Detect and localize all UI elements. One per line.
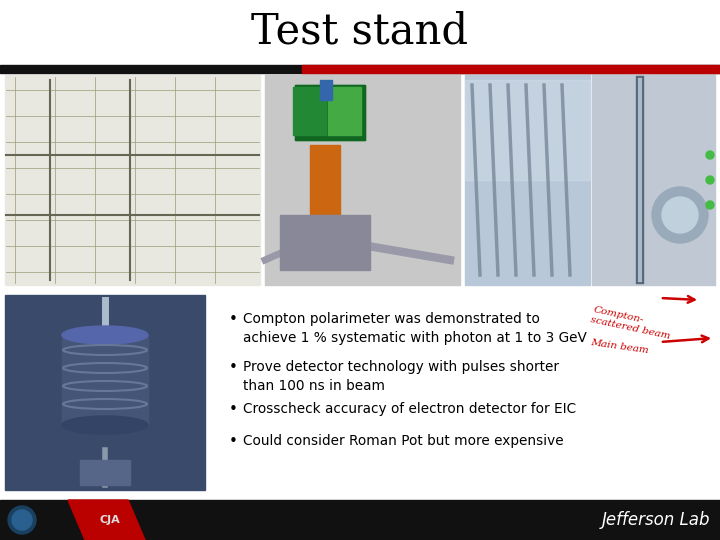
Bar xyxy=(62,335,148,425)
Text: •: • xyxy=(228,402,238,417)
Circle shape xyxy=(12,510,32,530)
Text: Could consider Roman Pot but more expensive: Could consider Roman Pot but more expens… xyxy=(243,434,564,448)
Text: Test stand: Test stand xyxy=(251,11,469,53)
Ellipse shape xyxy=(62,326,148,344)
Text: •: • xyxy=(228,360,238,375)
Bar xyxy=(280,215,370,270)
Bar xyxy=(328,87,361,135)
Text: Prove detector technology with pulses shorter
than 100 ns in beam: Prove detector technology with pulses sh… xyxy=(243,360,559,393)
Bar xyxy=(0,500,720,540)
Text: Jefferson Lab: Jefferson Lab xyxy=(601,511,710,529)
Bar xyxy=(310,145,340,225)
Circle shape xyxy=(652,187,708,243)
Bar xyxy=(295,85,365,140)
Circle shape xyxy=(8,506,36,534)
Text: •: • xyxy=(228,434,238,449)
Bar xyxy=(265,75,460,285)
Text: Main beam: Main beam xyxy=(590,338,649,355)
Text: Crosscheck accuracy of electron detector for EIC: Crosscheck accuracy of electron detector… xyxy=(243,402,576,416)
Bar xyxy=(295,85,365,140)
Circle shape xyxy=(706,176,714,184)
Bar xyxy=(465,80,590,180)
Text: •: • xyxy=(228,312,238,327)
Text: CJA: CJA xyxy=(99,515,120,525)
Bar xyxy=(5,295,205,490)
Bar xyxy=(302,65,719,73)
Bar xyxy=(465,75,590,285)
Circle shape xyxy=(662,197,698,233)
Circle shape xyxy=(706,151,714,159)
Bar xyxy=(320,80,332,100)
Polygon shape xyxy=(68,500,145,540)
Bar xyxy=(5,75,260,285)
Bar xyxy=(293,87,326,135)
Bar xyxy=(80,460,130,485)
Text: Compton-
scattered beam: Compton- scattered beam xyxy=(590,305,674,341)
Bar xyxy=(592,75,715,285)
Circle shape xyxy=(706,201,714,209)
Bar xyxy=(0,65,720,73)
Ellipse shape xyxy=(62,416,148,434)
Text: Compton polarimeter was demonstrated to
achieve 1 % systematic with photon at 1 : Compton polarimeter was demonstrated to … xyxy=(243,312,587,345)
